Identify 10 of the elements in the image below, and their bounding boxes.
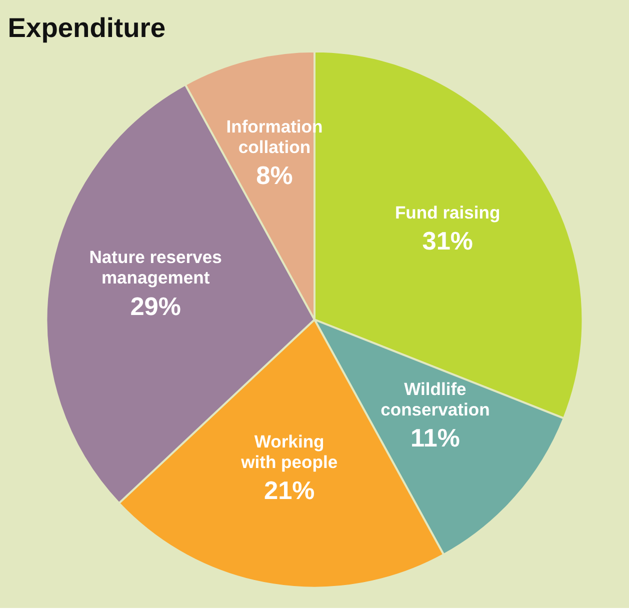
- data-label: 11%: [410, 424, 460, 452]
- slice-label: Fund raising: [394, 202, 500, 222]
- category-label: Nature reserves management: [89, 247, 222, 288]
- category-label: Wildlife conservation: [380, 378, 490, 420]
- data-label: 8%: [256, 162, 293, 190]
- data-label: 21%: [264, 477, 315, 506]
- category-label: Working with people: [241, 431, 338, 472]
- chart-title: Expenditure: [8, 12, 166, 43]
- data-label: 31%: [422, 228, 473, 256]
- data-label: 29%: [130, 292, 181, 321]
